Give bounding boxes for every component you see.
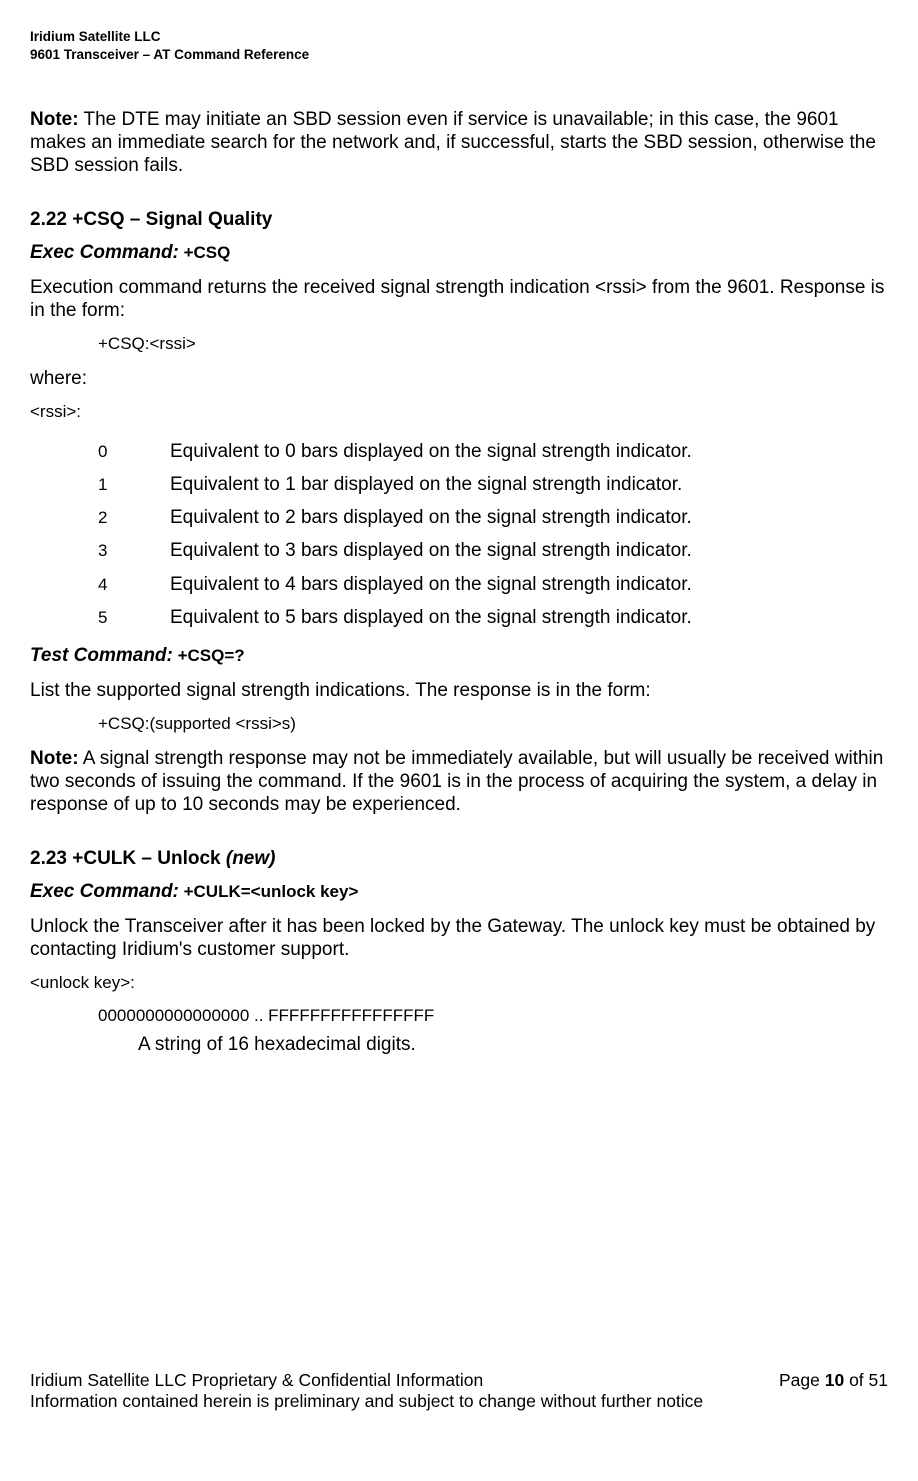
table-row: 3Equivalent to 3 bars displayed on the s… <box>98 534 692 567</box>
header-company: Iridium Satellite LLC <box>30 28 888 46</box>
test-form: +CSQ:(supported <rssi>s) <box>30 714 888 735</box>
section-heading-222: 2.22 +CSQ – Signal Quality <box>30 208 888 231</box>
section-heading-223: 2.23 +CULK – Unlock (new) <box>30 847 888 870</box>
exec-desc: Execution command returns the received s… <box>30 276 888 322</box>
exec-desc: Unlock the Transceiver after it has been… <box>30 915 888 961</box>
note-label: Note: <box>30 748 79 769</box>
rssi-desc: Equivalent to 2 bars displayed on the si… <box>170 501 692 534</box>
header-title: 9601 Transceiver – AT Command Reference <box>30 46 888 64</box>
note-paragraph-1: Note: The DTE may initiate an SBD sessio… <box>30 108 888 178</box>
footer-line2: Information contained herein is prelimin… <box>30 1391 888 1412</box>
rssi-value: 2 <box>98 501 170 534</box>
rssi-value: 3 <box>98 534 170 567</box>
note-text: The DTE may initiate an SBD session even… <box>30 109 876 176</box>
exec-code: +CULK=<unlock key> <box>179 882 359 901</box>
key-label: <unlock key>: <box>30 973 888 994</box>
rssi-label: <rssi>: <box>30 402 888 423</box>
rssi-value: 5 <box>98 601 170 634</box>
exec-label: Exec Command: <box>30 242 179 263</box>
rssi-value: 4 <box>98 568 170 601</box>
test-command-line: Test Command: +CSQ=? <box>30 644 888 667</box>
rssi-desc: Equivalent to 4 bars displayed on the si… <box>170 568 692 601</box>
key-desc: A string of 16 hexadecimal digits. <box>30 1033 888 1056</box>
rssi-desc: Equivalent to 1 bar displayed on the sig… <box>170 468 692 501</box>
document-footer: Iridium Satellite LLC Proprietary & Conf… <box>30 1370 888 1413</box>
rssi-desc: Equivalent to 0 bars displayed on the si… <box>170 435 692 468</box>
table-row: 0Equivalent to 0 bars displayed on the s… <box>98 435 692 468</box>
rssi-desc: Equivalent to 3 bars displayed on the si… <box>170 534 692 567</box>
test-code: +CSQ=? <box>173 646 245 665</box>
exec-form: +CSQ:<rssi> <box>30 334 888 355</box>
rssi-desc: Equivalent to 5 bars displayed on the si… <box>170 601 692 634</box>
table-row: 5Equivalent to 5 bars displayed on the s… <box>98 601 692 634</box>
note-paragraph-2: Note: A signal strength response may not… <box>30 747 888 817</box>
exec-code: +CSQ <box>179 243 231 262</box>
rssi-value: 1 <box>98 468 170 501</box>
test-label: Test Command: <box>30 645 173 666</box>
rssi-table: 0Equivalent to 0 bars displayed on the s… <box>98 435 692 634</box>
exec-label: Exec Command: <box>30 881 179 902</box>
note-label: Note: <box>30 109 79 130</box>
footer-left: Iridium Satellite LLC Proprietary & Conf… <box>30 1370 483 1391</box>
table-row: 1Equivalent to 1 bar displayed on the si… <box>98 468 692 501</box>
test-desc: List the supported signal strength indic… <box>30 679 888 702</box>
document-header: Iridium Satellite LLC 9601 Transceiver –… <box>30 28 888 63</box>
key-range: 0000000000000000 .. FFFFFFFFFFFFFFFF <box>30 1006 888 1027</box>
footer-right: Page 10 of 51 <box>779 1370 888 1391</box>
exec-command-line: Exec Command: +CULK=<unlock key> <box>30 880 888 903</box>
table-row: 4Equivalent to 4 bars displayed on the s… <box>98 568 692 601</box>
note-text: A signal strength response may not be im… <box>30 748 883 815</box>
exec-command-line: Exec Command: +CSQ <box>30 241 888 264</box>
rssi-value: 0 <box>98 435 170 468</box>
table-row: 2Equivalent to 2 bars displayed on the s… <box>98 501 692 534</box>
heading-new: (new) <box>226 848 276 869</box>
heading-prefix: 2.23 +CULK – Unlock <box>30 848 226 869</box>
where-label: where: <box>30 367 888 390</box>
